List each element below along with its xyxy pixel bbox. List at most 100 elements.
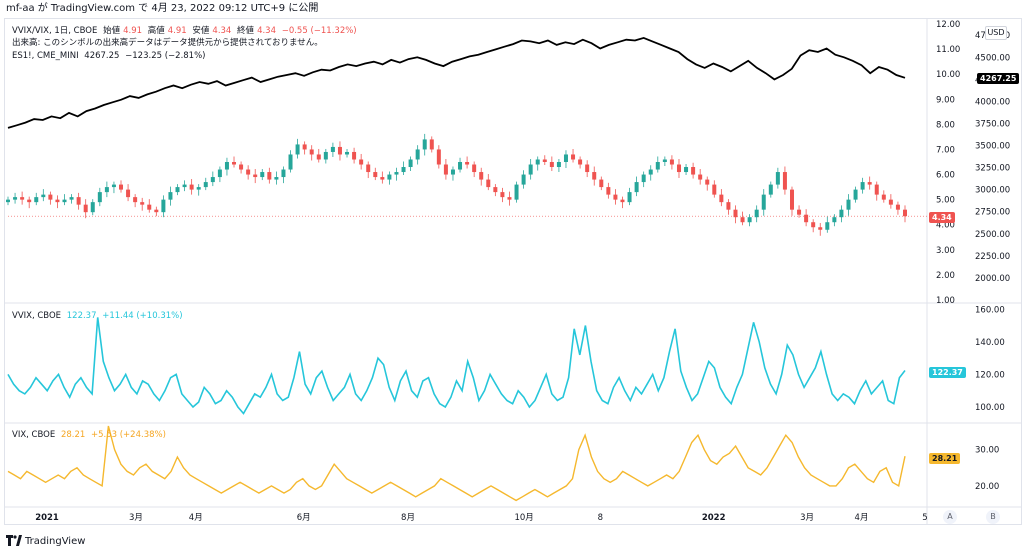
- candle-body: [782, 172, 787, 190]
- candle-body: [514, 184, 519, 200]
- candle-body: [387, 174, 392, 180]
- chart-panel[interactable]: [4, 18, 1022, 525]
- candle-body: [903, 209, 907, 217]
- main-pane: 4750.004500.004250.004000.003750.003500.…: [6, 20, 1010, 306]
- candle-body: [27, 199, 32, 203]
- candle-body: [6, 199, 10, 203]
- es-last-badge: 4267.25: [977, 73, 1020, 84]
- candle-body: [507, 197, 512, 200]
- candle-body: [797, 209, 802, 215]
- candle-body: [443, 164, 448, 175]
- candle-body: [500, 192, 505, 198]
- time-axis-label: 3月: [129, 513, 143, 523]
- candle-body: [436, 149, 441, 165]
- es-tick-label: 3000.00: [975, 186, 1010, 196]
- candle-body: [429, 139, 434, 150]
- ratio-tick-label: 12.00: [936, 20, 960, 30]
- candle-body: [316, 154, 321, 160]
- ratio-tick-label: 7.00: [936, 145, 955, 155]
- candle-body: [69, 197, 74, 200]
- candle-body: [535, 159, 540, 165]
- candle-body: [874, 184, 879, 195]
- time-axis-label: 4月: [189, 513, 203, 523]
- close-label: 終値: [237, 26, 255, 36]
- candle-body: [309, 149, 314, 155]
- settings-button[interactable]: B: [986, 510, 1000, 524]
- candle-body: [479, 172, 484, 180]
- candle-body: [133, 197, 138, 203]
- candle-body: [126, 189, 131, 198]
- es-tick-label: 4000.00: [975, 97, 1010, 107]
- time-axis-label: 2021: [35, 513, 59, 523]
- ratio-tick-label: 6.00: [936, 171, 955, 181]
- candle-body: [486, 179, 491, 188]
- vvix-tick-label: 160.00: [975, 305, 1005, 315]
- es-tick-label: 3250.00: [975, 164, 1010, 174]
- candle-body: [76, 197, 81, 205]
- es-tick-label: 2000.00: [975, 274, 1010, 284]
- candle-body: [62, 199, 67, 203]
- footer: TradingView: [0, 530, 1024, 553]
- candle-body: [450, 169, 455, 175]
- candle-body: [832, 217, 837, 223]
- auto-scale-button[interactable]: A: [943, 510, 957, 524]
- candle-body: [380, 177, 385, 180]
- candle-body: [585, 164, 590, 173]
- candle-body: [493, 187, 498, 193]
- candle-body: [761, 194, 766, 210]
- candle-body: [274, 177, 279, 180]
- candle-body: [48, 194, 53, 200]
- candle-body: [613, 194, 618, 200]
- candle-body: [415, 149, 420, 160]
- vvix-pane: 160.00 140.00 120.00 100.00: [7, 305, 1005, 415]
- candle-body: [528, 164, 533, 175]
- candle-body: [698, 174, 703, 180]
- candle-body: [634, 182, 639, 193]
- candle-body: [232, 162, 237, 165]
- vvix-tick-label: 120.00: [975, 370, 1005, 380]
- candle-body: [147, 204, 152, 210]
- time-axis: 2021 3月 4月 6月 8月 10月 8 2022 3月 4月 5: [35, 513, 928, 523]
- candle-body: [352, 151, 357, 160]
- currency-button[interactable]: USD: [985, 26, 1007, 40]
- ratio-tick-label: 4.00: [936, 221, 955, 231]
- candle-body: [747, 217, 752, 223]
- ratio-tick-label: 9.00: [936, 95, 955, 105]
- candle-body: [775, 172, 780, 185]
- candle-body: [20, 197, 25, 200]
- candle-body: [104, 187, 109, 193]
- candle-body: [168, 192, 173, 200]
- candle-body: [712, 184, 717, 195]
- es-change: −123.25 (−2.81%): [125, 51, 206, 61]
- candle-body: [394, 172, 399, 175]
- vix-line: [7, 425, 906, 502]
- es-tick-label: 2750.00: [975, 208, 1010, 218]
- candle-body: [345, 151, 350, 155]
- candle-body: [288, 154, 293, 170]
- candle-body: [867, 182, 872, 185]
- candle-body: [719, 194, 724, 203]
- candle-body: [337, 146, 342, 155]
- candle-body: [154, 209, 159, 213]
- candle-body: [556, 162, 561, 168]
- candle-body: [41, 194, 46, 198]
- candle-body: [571, 154, 576, 160]
- candle-body: [818, 227, 823, 230]
- open-value: 4.91: [123, 26, 143, 36]
- vix-value: 28.21: [60, 430, 86, 440]
- candle-body: [472, 164, 477, 173]
- candle-body: [401, 167, 406, 173]
- candle-body: [295, 144, 300, 155]
- vvix-change: +11.44 (+10.31%): [102, 311, 183, 321]
- candle-body: [246, 169, 251, 175]
- low-label: 安値: [192, 26, 210, 36]
- candle-body: [90, 202, 95, 213]
- candle-body: [881, 194, 886, 200]
- candle-body: [210, 177, 215, 183]
- vvix-legend: VVIX, CBOE 122.37 +11.44 (+10.31%): [12, 311, 186, 322]
- candle-body: [888, 199, 893, 205]
- candle-body: [408, 159, 413, 168]
- vix-tick-label: 30.00: [975, 446, 999, 456]
